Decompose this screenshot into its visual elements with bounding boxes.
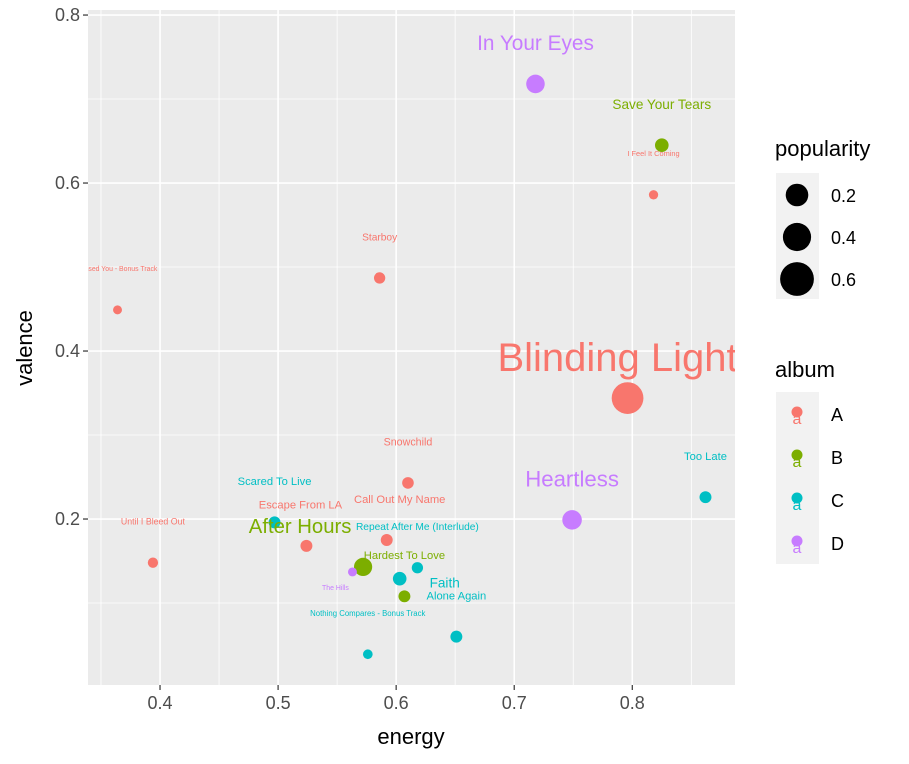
data-point bbox=[362, 649, 373, 660]
legend-color-label: A bbox=[831, 405, 843, 425]
point-label: Hardest To Love bbox=[364, 550, 445, 562]
y-tick-label: 0.8 bbox=[55, 5, 80, 25]
legend: popularity album 0.2 0.4 0.6 a Aa Ba Ca D bbox=[775, 136, 870, 564]
data-point bbox=[347, 567, 357, 577]
point-label: Blinding Lights bbox=[497, 336, 757, 380]
y-tick-label: 0.6 bbox=[55, 173, 80, 193]
data-point bbox=[268, 516, 281, 529]
x-tick-label: 0.6 bbox=[384, 693, 409, 713]
x-tick-label: 0.4 bbox=[148, 693, 173, 713]
data-point bbox=[300, 539, 313, 552]
point-label: I Feel It Coming bbox=[627, 149, 679, 158]
y-tick-label: 0.2 bbox=[55, 509, 80, 529]
data-point bbox=[562, 510, 582, 530]
legend-color-label: B bbox=[831, 448, 843, 468]
legend-size-label: 0.4 bbox=[831, 228, 856, 248]
x-axis-title: energy bbox=[377, 724, 444, 749]
point-label: Too Late bbox=[684, 451, 727, 463]
point-label: Call Out My Name bbox=[354, 494, 445, 506]
x-tick-label: 0.5 bbox=[266, 693, 291, 713]
legend-color-title: album bbox=[775, 357, 835, 382]
point-labels: In Your Eyes Save Your Tears I Feel It Com… bbox=[78, 32, 757, 618]
data-point bbox=[411, 562, 424, 574]
x-tick-label: 0.8 bbox=[620, 693, 645, 713]
point-label: Save Your Tears bbox=[612, 97, 711, 112]
legend-color-key bbox=[791, 406, 803, 418]
legend-size-label: 0.6 bbox=[831, 270, 856, 290]
point-label: Nothing Compares - Bonus Track bbox=[310, 609, 425, 618]
gridlines bbox=[88, 10, 735, 685]
data-point bbox=[654, 138, 669, 153]
x-tick-label: 0.7 bbox=[502, 693, 527, 713]
data-point bbox=[353, 557, 373, 577]
data-point bbox=[113, 305, 123, 315]
data-point bbox=[373, 272, 386, 284]
legend-color-key bbox=[791, 535, 803, 547]
legend-size-key bbox=[785, 183, 809, 207]
y-axis-title: valence bbox=[12, 310, 37, 386]
data-point bbox=[699, 491, 712, 504]
point-label: After Hours bbox=[249, 516, 352, 538]
legend-color-label: D bbox=[831, 534, 844, 554]
point-label: Snowchild bbox=[384, 436, 433, 448]
legend-size-key bbox=[782, 222, 812, 252]
point-label: Faith bbox=[430, 575, 460, 590]
legend-color-key bbox=[791, 492, 803, 504]
data-points bbox=[113, 74, 712, 660]
axes: 0.4 0.5 0.6 0.7 0.8 0.2 0.4 0.6 0.8 bbox=[55, 5, 645, 713]
point-label: Until I Bleed Out bbox=[121, 517, 186, 527]
point-label: The Hills bbox=[322, 585, 349, 592]
data-point bbox=[450, 630, 463, 643]
data-point bbox=[398, 590, 411, 603]
point-label: Escape From LA bbox=[259, 500, 343, 512]
legend-color-label: C bbox=[831, 491, 844, 511]
point-label: In Your Eyes bbox=[477, 32, 594, 55]
data-point bbox=[402, 477, 414, 489]
legend-size-title: popularity bbox=[775, 136, 870, 161]
point-label: Scared To Live bbox=[238, 476, 312, 488]
point-label: Starboy bbox=[362, 232, 398, 243]
data-point bbox=[147, 557, 159, 568]
legend-size-label: 0.2 bbox=[831, 186, 856, 206]
data-point bbox=[648, 190, 659, 200]
legend-key-glyph: a bbox=[793, 497, 802, 514]
legend-size-key bbox=[780, 262, 814, 296]
data-point bbox=[611, 382, 644, 414]
data-point bbox=[392, 571, 407, 586]
legend-color-key bbox=[791, 449, 803, 461]
legend-key-glyph: a bbox=[793, 454, 802, 471]
point-label: Repeat After Me (Interlude) bbox=[356, 522, 479, 533]
data-point bbox=[526, 74, 545, 94]
y-tick-label: 0.4 bbox=[55, 341, 80, 361]
legend-key-glyph: a bbox=[793, 411, 802, 428]
legend-key-glyph: a bbox=[793, 540, 802, 557]
data-point bbox=[380, 534, 393, 546]
point-label: Heartless bbox=[525, 466, 619, 491]
point-label: Alone Again bbox=[427, 590, 487, 602]
plot-panel bbox=[88, 10, 735, 685]
point-label: Missed You - Bonus Track bbox=[78, 266, 158, 273]
legend-color-keys-bg bbox=[776, 392, 819, 564]
